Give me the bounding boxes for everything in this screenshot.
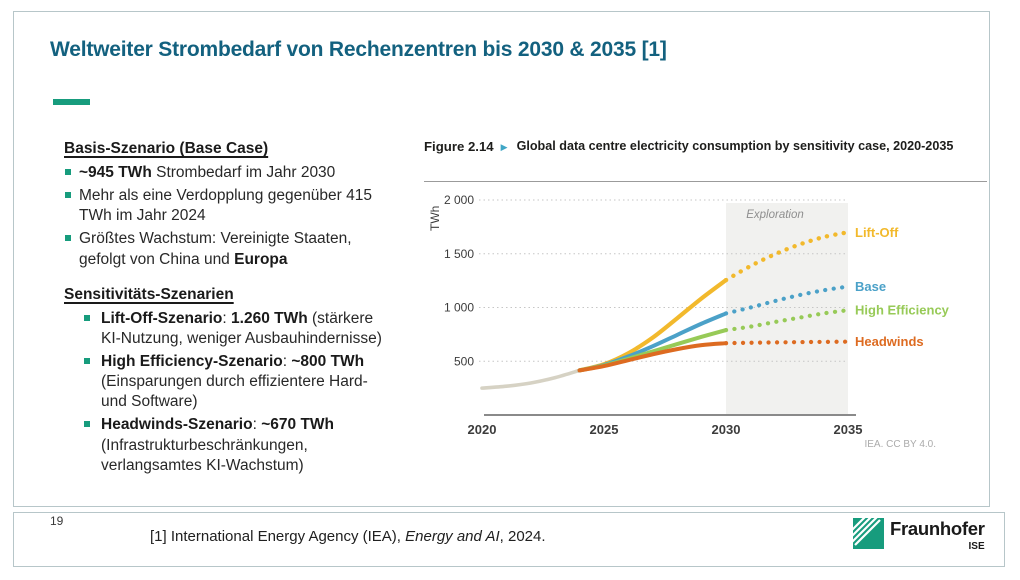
series-label-base: Base [855, 279, 886, 294]
logo-brand: Fraunhofer [890, 518, 985, 539]
y-tick-label: 1 500 [444, 247, 474, 261]
x-tick-label: 2030 [712, 422, 741, 437]
figure-title: Global data centre electricity consumpti… [516, 139, 954, 153]
x-tick-label: 2020 [468, 422, 497, 437]
title-accent-dash [53, 99, 90, 105]
footer-frame [13, 512, 1005, 567]
page-number: 19 [50, 514, 64, 528]
list-item: Mehr als eine Verdopplung gegenüber 415 … [64, 186, 394, 226]
footnote-suffix: , 2024. [499, 528, 546, 545]
list-item: Headwinds-Szenario: ~670 TWh (Infrastruk… [64, 415, 394, 475]
footnote: [1] International Energy Agency (IEA), E… [150, 528, 546, 545]
list-item: ~945 TWh Strombedarf im Jahr 2030 [64, 163, 394, 183]
section-heading: Sensitivitäts-Szenarien [64, 285, 234, 303]
figure: Figure 2.14 ▶ Global data centre electri… [424, 137, 987, 471]
bullet-square-icon [84, 314, 90, 321]
series-base-dotted [723, 284, 851, 316]
x-tick-label: 2025 [590, 422, 619, 437]
y-tick-label: 500 [454, 354, 474, 368]
footnote-source-italic: Energy and AI [405, 528, 500, 545]
text-section: Basis-Szenario (Base Case) ~945 TWh Strom… [64, 140, 394, 270]
chart-credit: IEA. CC BY 4.0. [864, 439, 936, 450]
list-item: Lift-Off-Szenario: 1.260 TWh (stärkere K… [64, 309, 394, 349]
bullet-square-icon [65, 192, 71, 199]
series-headwinds-solid [577, 341, 728, 373]
series-label-lift-off: Lift-Off [855, 225, 899, 240]
series-label-headwinds: Headwinds [855, 334, 924, 349]
figure-label: Figure 2.14 [424, 139, 494, 154]
y-axis-label: TWh [428, 206, 442, 231]
series-lift-off-solid [577, 277, 729, 373]
series-headwinds-dotted [723, 339, 851, 346]
series-high-efficiency-dotted [723, 308, 851, 333]
left-text-panel: Basis-Szenario (Base Case) ~945 TWh Strom… [64, 140, 394, 479]
bullet-square-icon [65, 235, 71, 242]
x-tick-label: 2035 [834, 422, 863, 437]
footnote-prefix: [1] International Energy Agency (IEA), [150, 528, 406, 545]
figure-arrow-icon: ▶ [500, 142, 508, 152]
series-historical-solid [480, 368, 582, 390]
logo-institute: ISE [968, 541, 985, 553]
exploration-label: Exploration [746, 209, 804, 221]
bullet-square-icon [84, 357, 90, 364]
series-label-high-efficiency: High Efficiency [855, 303, 950, 318]
series-base-solid [577, 311, 728, 373]
fraunhofer-logo: Fraunhofer ISE [853, 518, 985, 552]
figure-header: Figure 2.14 ▶ Global data centre electri… [424, 137, 987, 182]
bullet-square-icon [84, 421, 90, 428]
fraunhofer-logo-icon [853, 518, 884, 549]
bullet-list: ~945 TWh Strombedarf im Jahr 2030 Mehr al… [64, 163, 394, 270]
list-item: High Efficiency-Szenario: ~800 TWh (Eins… [64, 352, 394, 412]
series-lift-off-dotted [723, 230, 851, 283]
slide-title: Weltweiter Strombedarf von Rechenzentren… [50, 38, 667, 61]
logo-text: Fraunhofer ISE [890, 518, 985, 552]
list-item: Größtes Wachstum: Vereinigte Staaten, ge… [64, 229, 394, 269]
section-heading: Basis-Szenario (Base Case) [64, 140, 269, 157]
y-tick-label: 1 000 [444, 301, 474, 315]
bullet-list: Lift-Off-Szenario: 1.260 TWh (stärkere K… [64, 309, 394, 476]
y-tick-label: 2 000 [444, 193, 474, 207]
text-section: Sensitivitäts-Szenarien Lift-Off-Szenario… [64, 286, 394, 476]
bullet-square-icon [65, 169, 71, 175]
